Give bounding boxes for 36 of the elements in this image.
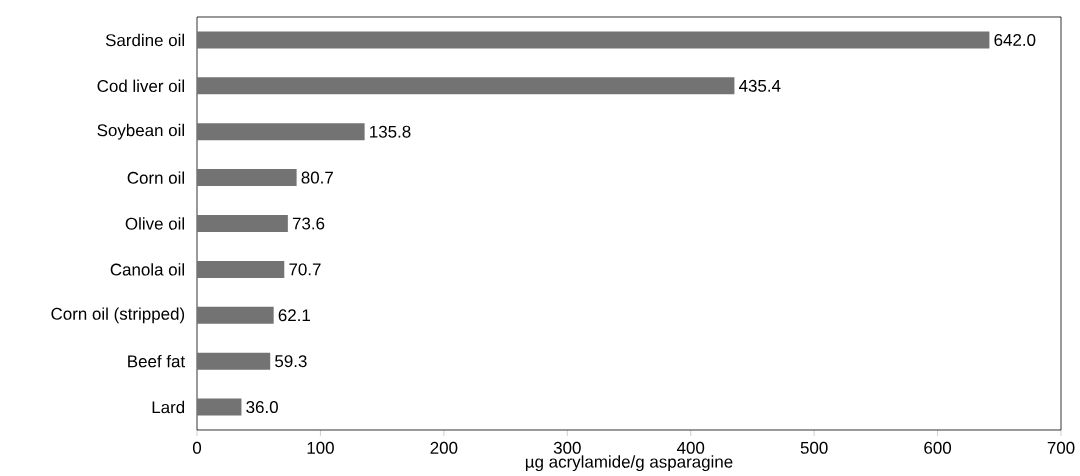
x-tick-label: 200 [430, 441, 458, 454]
x-axis-title: µg acrylamide/g asparagine [525, 455, 733, 472]
bar [197, 123, 365, 141]
data-label: 435.4 [739, 79, 781, 92]
data-label: 135.8 [370, 125, 411, 138]
bar [197, 169, 297, 187]
bar [197, 77, 735, 95]
y-tick-label: Beef fat [128, 354, 186, 368]
y-tick-label: Olive oil [125, 217, 184, 230]
y-tick-label: Lard [152, 400, 185, 414]
data-label: 70.7 [289, 263, 321, 276]
y-tick-label: Corn oil (stripped) [51, 307, 185, 324]
y-tick-label: Canola oil [110, 263, 184, 276]
data-label: 73.6 [292, 217, 325, 230]
x-tick-label: 600 [924, 441, 952, 454]
data-label: 62.1 [278, 309, 310, 322]
x-tick-label: 0 [192, 441, 202, 454]
y-tick-label: Soybean oil [97, 123, 184, 140]
bar [197, 398, 242, 416]
bar [197, 214, 288, 232]
bar [197, 31, 990, 49]
x-tick-label: 500 [800, 441, 828, 454]
x-tick-label: 300 [553, 441, 581, 454]
data-label: 80.7 [301, 171, 333, 184]
y-tick-label: Corn oil [127, 171, 184, 184]
data-label: 642.0 [994, 33, 1036, 46]
data-label: 36.0 [246, 401, 278, 414]
bar [197, 352, 271, 370]
x-tick-label: 100 [307, 441, 334, 454]
data-label: 59.3 [275, 355, 307, 368]
x-tick-label: 400 [676, 441, 705, 454]
bar [197, 260, 285, 278]
y-tick-label: Sardine oil [105, 33, 184, 47]
y-tick-label: Cod liver oil [97, 79, 184, 93]
bar [197, 306, 274, 324]
x-tick-label: 700 [1047, 441, 1075, 454]
